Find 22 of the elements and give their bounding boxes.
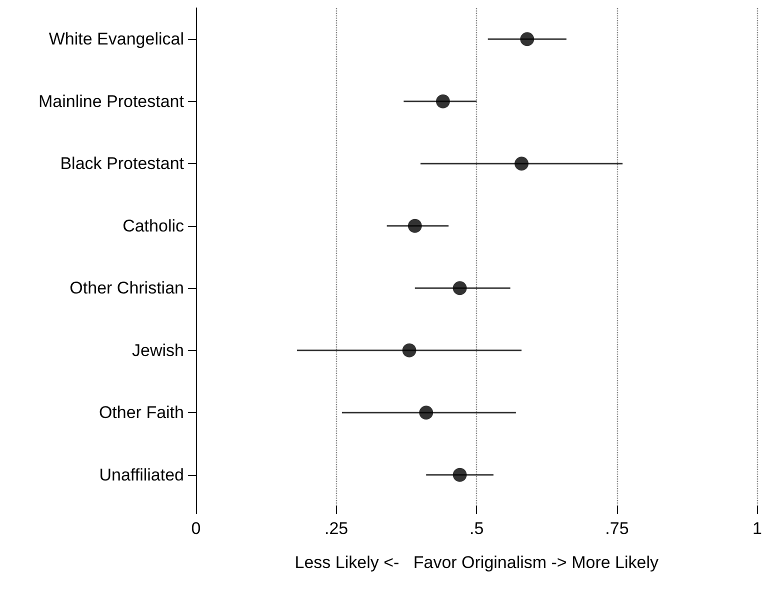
y-tick-label: Jewish bbox=[132, 340, 184, 360]
point bbox=[452, 468, 467, 482]
x-tick-label: 1 bbox=[752, 519, 762, 538]
point bbox=[520, 32, 534, 46]
x-tick-label: .75 bbox=[605, 519, 629, 538]
y-tick-label: Other Christian bbox=[70, 278, 184, 298]
y-tick-label: Other Faith bbox=[98, 403, 184, 422]
y-tick-label: White Evangelical bbox=[48, 30, 184, 49]
point bbox=[408, 218, 422, 233]
point bbox=[452, 281, 467, 296]
y-tick-label: Catholic bbox=[122, 216, 184, 236]
point bbox=[514, 156, 529, 171]
x-axis-title: Less Likely <- Favor Originalism -> More Likely bbox=[294, 553, 659, 572]
x-tick-label: 0 bbox=[191, 519, 201, 538]
point bbox=[402, 343, 416, 358]
point bbox=[436, 94, 450, 108]
y-tick-label: Unaffiliated bbox=[99, 465, 184, 484]
y-tick-label: Black Protestant bbox=[60, 154, 184, 174]
point bbox=[419, 406, 434, 420]
x-tick-label: .5 bbox=[470, 519, 484, 538]
y-tick-label: Mainline Protestant bbox=[38, 92, 184, 111]
x-tick-label: .25 bbox=[324, 519, 348, 538]
